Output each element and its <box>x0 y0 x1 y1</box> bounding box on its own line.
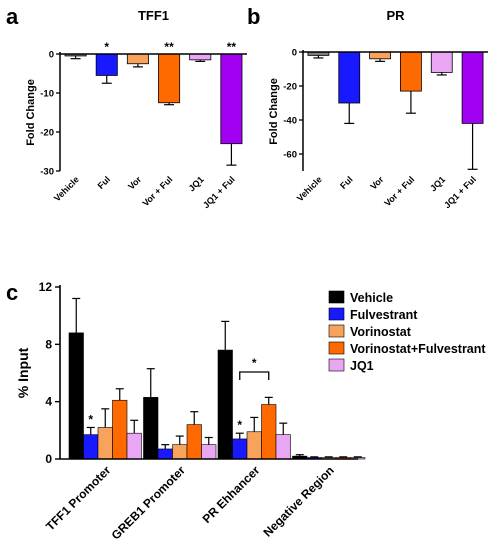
x-tick-label: Vehicle <box>295 174 324 203</box>
chart-title: TFF1 <box>138 8 169 23</box>
bar-fulvestrant <box>232 438 248 460</box>
bar-fulvestrant <box>83 434 99 460</box>
bar-fulvestrant <box>157 448 173 460</box>
x-tick-label: PR Ehhancer <box>200 463 263 526</box>
y-tick-label: -30 <box>40 167 54 178</box>
y-tick-label: -10 <box>40 89 54 100</box>
chart-title: PR <box>386 8 405 23</box>
bar-vor <box>369 51 391 60</box>
bar-vehicle <box>217 349 233 460</box>
chart-panel-b: PR Fold Change 0 -20 -40 -60 Vehicle Ful VorVor … <box>268 8 488 210</box>
x-tick-label: Ful <box>338 174 355 191</box>
legend-entry: Vorinostat+Fulvestrant <box>350 342 486 356</box>
bar-vehicle <box>143 397 159 460</box>
y-tick-label: -40 <box>283 116 297 127</box>
x-tick-label: JQ1 + Ful <box>442 174 478 210</box>
panel-label-b: b <box>247 4 260 29</box>
x-tick-label: JQ1 + Ful <box>201 174 237 210</box>
x-tick-label: Negative Region <box>260 463 336 539</box>
x-tick-label: GREB1 Promoter <box>109 463 188 542</box>
y-axis-label: % Input <box>15 347 31 398</box>
bar-ful <box>338 51 361 104</box>
panel-label-c: c <box>6 280 18 305</box>
bar-vorinostat <box>172 444 188 460</box>
x-tick-label: Ful <box>96 174 113 191</box>
y-tick-label: 12 <box>39 280 53 294</box>
x-tick-label: Vehicle <box>52 174 81 203</box>
bar-vor-ful <box>400 51 422 92</box>
y-tick-label: 0 <box>49 50 54 61</box>
y-tick-label: 4 <box>45 395 52 409</box>
y-tick-label: 8 <box>45 337 52 351</box>
y-tick-label: 0 <box>292 48 297 59</box>
legend-swatch <box>328 290 345 304</box>
significance-marker: * <box>252 356 257 370</box>
bar-vorinostat <box>246 431 262 460</box>
legend-swatch <box>328 341 345 355</box>
bar-jq1-ful <box>220 53 243 145</box>
bar-vor-ful <box>158 53 181 104</box>
legend-entry: JQ1 <box>350 359 374 373</box>
legend-entry: Fulvestrant <box>350 308 418 322</box>
x-tick-label: Vor <box>368 174 386 192</box>
legend-swatch <box>328 307 345 321</box>
legend-entry: Vehicle <box>350 291 393 305</box>
y-tick-label: -20 <box>283 82 297 93</box>
bar-ful <box>95 53 118 76</box>
x-tick-label: JQ1 <box>187 174 206 193</box>
bar-vorinostat <box>97 427 113 460</box>
y-tick-label: 0 <box>45 452 52 466</box>
y-tick-label: -60 <box>283 150 297 161</box>
legend-swatch <box>328 324 345 338</box>
bar-jq1 <box>126 432 142 460</box>
x-tick-label: Vor + Ful <box>382 174 416 208</box>
x-tick-label: Vor <box>126 174 144 192</box>
x-tick-label: JQ1 <box>428 174 447 193</box>
significance-marker: * <box>237 418 242 432</box>
legend-entry: Vorinostat <box>350 325 412 339</box>
bar-vor <box>126 53 149 65</box>
y-axis-label: Fold Change <box>25 79 37 146</box>
bar-vorinostat-fulvestrant <box>261 404 277 460</box>
bar-jq1 <box>189 53 212 61</box>
significance-marker: ** <box>227 40 237 54</box>
significance-bracket <box>239 371 270 380</box>
significance-marker: * <box>104 40 109 54</box>
y-axis-label: Fold Change <box>268 78 280 145</box>
bar-jq1-ful <box>461 51 484 124</box>
panel-label-a: a <box>6 4 19 29</box>
bar-jq1 <box>201 444 217 460</box>
bar-jq1 <box>275 434 291 460</box>
bar-vehicle <box>68 332 84 460</box>
y-tick-label: -20 <box>40 128 54 139</box>
bar-vorinostat-fulvestrant <box>112 399 128 460</box>
x-tick-label: TFF1 Promoter <box>43 463 113 533</box>
significance-marker: ** <box>164 40 174 54</box>
significance-marker: * <box>88 412 93 426</box>
bar-jq1 <box>430 51 453 73</box>
legend-swatch <box>328 358 345 372</box>
bar-vorinostat-fulvestrant <box>186 424 202 460</box>
x-tick-label: Vor + Ful <box>140 174 174 208</box>
